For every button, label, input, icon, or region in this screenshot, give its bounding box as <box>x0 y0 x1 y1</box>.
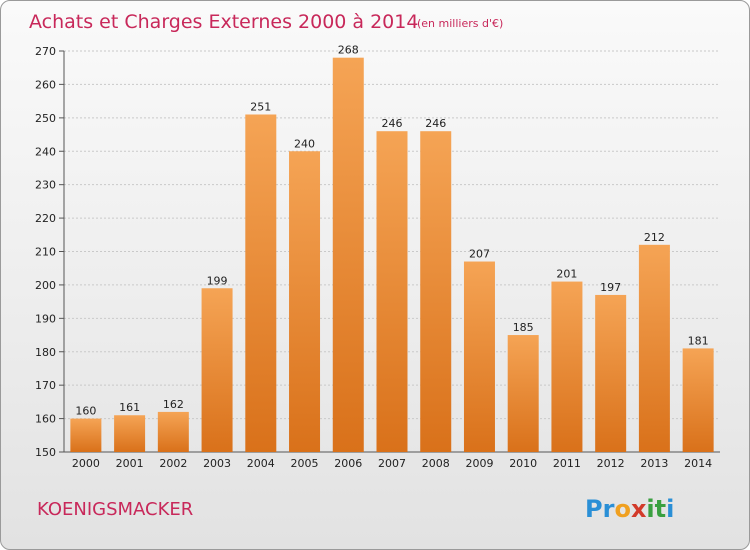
y-tick-label: 190 <box>35 312 56 325</box>
x-tick-label: 2004 <box>247 457 275 470</box>
x-axis: 2000 2001 2002 2003 2004 2005 2006 2007 2008 2009… <box>72 457 712 470</box>
bar <box>201 288 233 452</box>
y-tick-label: 270 <box>35 45 56 58</box>
bar-value-label: 185 <box>513 321 534 334</box>
commune-name: KOENIGSMACKER <box>37 499 193 520</box>
x-tick-label: 2014 <box>684 457 712 470</box>
y-tick-label: 160 <box>35 413 56 426</box>
bar <box>463 261 495 452</box>
logo-letter: x <box>631 495 647 523</box>
value-labels: 160 161 162 199 251 240 268 246 246 207 185 201 197 2… <box>75 44 708 418</box>
y-tick-label: 170 <box>35 379 56 392</box>
y-tick-label: 210 <box>35 246 56 259</box>
y-tick-label: 150 <box>35 446 56 459</box>
bar-value-label: 160 <box>75 405 96 418</box>
chart-title: Achats et Charges Externes 2000 à 2014 <box>29 11 418 33</box>
logo-letter: t <box>655 495 666 523</box>
bar <box>289 151 321 452</box>
bar <box>638 244 670 452</box>
x-tick-label: 2000 <box>72 457 100 470</box>
x-tick-label: 2012 <box>597 457 625 470</box>
bar-value-label: 181 <box>688 334 709 347</box>
x-tick-label: 2003 <box>203 457 231 470</box>
y-tick-label: 220 <box>35 212 56 225</box>
bar <box>70 418 102 452</box>
logo-letter: P <box>585 495 603 523</box>
y-tick-label: 200 <box>35 279 56 292</box>
bar-value-label: 212 <box>644 231 665 244</box>
proxiti-logo: Proxiti <box>585 495 674 523</box>
bar <box>551 281 583 452</box>
logo-letter: r <box>603 495 615 523</box>
bars <box>70 57 714 452</box>
bar-value-label: 161 <box>119 401 140 414</box>
bar-value-label: 162 <box>163 398 184 411</box>
bar <box>682 348 714 452</box>
y-tick-label: 260 <box>35 78 56 91</box>
y-tick-label: 250 <box>35 112 56 125</box>
bar <box>114 415 146 452</box>
logo-letter: i <box>646 495 654 523</box>
bar-value-label: 268 <box>338 44 359 57</box>
x-tick-label: 2005 <box>291 457 319 470</box>
x-tick-label: 2001 <box>116 457 144 470</box>
x-tick-label: 2006 <box>334 457 362 470</box>
x-tick-label: 2009 <box>465 457 493 470</box>
bar <box>332 57 364 452</box>
bar-value-label: 251 <box>250 100 271 113</box>
bar-value-label: 246 <box>425 117 446 130</box>
bar-value-label: 197 <box>600 281 621 294</box>
y-tick-label: 240 <box>35 145 56 158</box>
y-tick-label: 180 <box>35 346 56 359</box>
x-tick-label: 2002 <box>159 457 187 470</box>
bar-value-label: 240 <box>294 137 315 150</box>
logo-letter: i <box>666 495 674 523</box>
x-tick-label: 2008 <box>422 457 450 470</box>
logo-letter: o <box>614 495 631 523</box>
bar-value-label: 199 <box>207 274 228 287</box>
x-tick-label: 2007 <box>378 457 406 470</box>
bar <box>420 131 452 452</box>
x-tick-label: 2013 <box>640 457 668 470</box>
bar <box>157 411 189 452</box>
bar <box>376 131 408 452</box>
bar-value-label: 207 <box>469 248 490 261</box>
x-tick-label: 2010 <box>509 457 537 470</box>
bar <box>595 294 627 452</box>
bar <box>245 114 277 452</box>
bar <box>507 335 539 452</box>
bar-value-label: 246 <box>382 117 403 130</box>
bar-value-label: 201 <box>556 268 577 281</box>
chart-subtitle: (en milliers d'€) <box>417 17 503 30</box>
x-tick-label: 2011 <box>553 457 581 470</box>
y-tick-label: 230 <box>35 179 56 192</box>
